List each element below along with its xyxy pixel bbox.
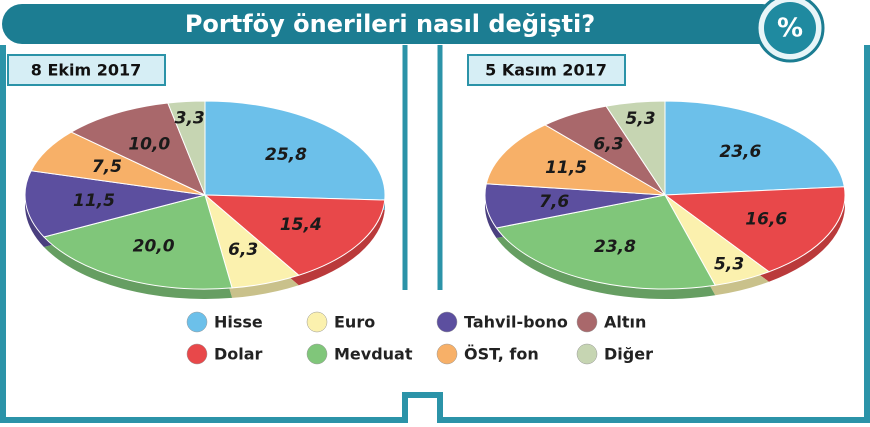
legend-text: Tahvil-bono: [464, 313, 568, 332]
pie-slice: [203, 194, 386, 276]
legend-swatch: [186, 311, 208, 333]
legend-text: Euro: [334, 313, 375, 332]
legend-text: ÖST, fon: [464, 345, 539, 364]
slice-label: 23,6: [719, 142, 761, 162]
legend-text: Mevduat: [334, 345, 413, 364]
pie-slice: [485, 124, 666, 196]
legend-text: Hisse: [214, 313, 263, 332]
date-box: [7, 54, 166, 86]
pie-slice: [204, 100, 386, 201]
badge-text: %: [777, 14, 803, 44]
legend-text: Dolar: [214, 345, 263, 364]
chart-title: 5 Kasım 2017: [485, 61, 607, 80]
legend-swatch: [576, 343, 598, 365]
legend-swatch: [186, 343, 208, 365]
title-bar: [2, 4, 782, 44]
slice-label: 16,6: [745, 209, 787, 229]
slice-label: 6,3: [228, 240, 258, 260]
slice-label: 20,0: [133, 237, 175, 257]
legend-swatch: [436, 311, 458, 333]
legend-swatch: [576, 311, 598, 333]
frame: [0, 45, 870, 423]
slice-label: 6,3: [593, 135, 623, 155]
chart-title: 8 Ekim 2017: [31, 61, 142, 80]
gap: [405, 45, 440, 385]
pie-slice: [167, 100, 206, 196]
slice-label: 25,8: [265, 145, 307, 165]
slice-label: 5,3: [714, 254, 744, 274]
pie-slice: [663, 186, 846, 273]
slice-label: 7,6: [539, 192, 569, 212]
pie-slice: [664, 100, 845, 196]
legend-text: Altın: [604, 313, 646, 332]
title: Portföy önerileri nasıl değişti?: [185, 10, 595, 38]
pie-slice: [495, 194, 717, 290]
pie-slice: [70, 102, 206, 196]
pie-slice: [605, 100, 666, 197]
pie-slice: [42, 194, 233, 290]
legend-swatch: [436, 343, 458, 365]
slice-label: 23,8: [594, 237, 636, 257]
slice-label: 7,5: [92, 157, 122, 177]
slice-label: 15,4: [280, 215, 322, 235]
slice-label: 5,3: [625, 109, 655, 129]
legend-swatch: [306, 311, 328, 333]
slice-label: 11,5: [545, 158, 587, 178]
date-box: [467, 54, 626, 86]
legend-swatch: [306, 343, 328, 365]
badge: [764, 2, 816, 54]
pie-slice: [24, 170, 206, 238]
slice-label: 10,0: [128, 134, 170, 154]
slice-label: 3,3: [175, 108, 205, 128]
slice-label: 11,5: [73, 191, 115, 211]
legend-text: Diğer: [604, 345, 653, 364]
